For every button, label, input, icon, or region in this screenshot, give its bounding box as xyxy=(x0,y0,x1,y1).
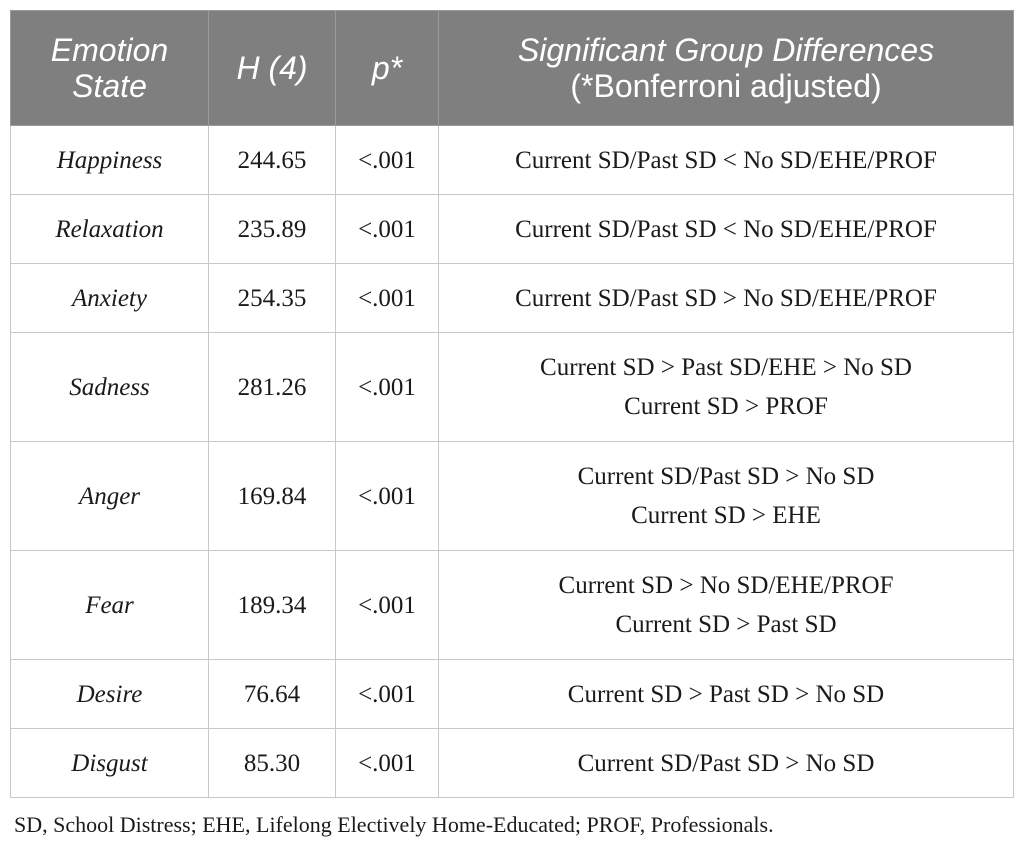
diff-cell: Current SD/Past SD < No SD/EHE/PROF xyxy=(438,125,1014,195)
results-table-container: Emotion State H (4) p* Significant Group… xyxy=(10,10,1014,798)
table-row: Happiness 244.65 <.001 Current SD/Past S… xyxy=(10,125,1014,195)
diff-line: Current SD/Past SD > No SD xyxy=(577,463,875,490)
results-table: Emotion State H (4) p* Significant Group… xyxy=(10,10,1014,798)
p-cell: <.001 xyxy=(335,125,439,195)
table-row: Fear 189.34 <.001 Current SD > No SD/EHE… xyxy=(10,550,1014,660)
p-cell: <.001 xyxy=(335,194,439,264)
table-row: Relaxation 235.89 <.001 Current SD/Past … xyxy=(10,194,1014,264)
h-cell: 76.64 xyxy=(208,659,336,729)
diff-line: Current SD > Past SD > No SD xyxy=(567,680,885,708)
h-cell: 85.30 xyxy=(208,728,336,798)
emotion-cell: Relaxation xyxy=(10,194,209,264)
emotion-cell: Fear xyxy=(10,550,209,660)
h-cell: 281.26 xyxy=(208,332,336,442)
h-cell: 189.34 xyxy=(208,550,336,660)
diff-line: Current SD/Past SD < No SD/EHE/PROF xyxy=(515,215,937,243)
h-cell: 169.84 xyxy=(208,441,336,551)
p-cell: <.001 xyxy=(335,332,439,442)
diff-line: Current SD > Past SD xyxy=(615,611,837,638)
diff-cell: Current SD/Past SD > No SD Current SD > … xyxy=(438,441,1014,551)
p-cell: <.001 xyxy=(335,441,439,551)
emotion-cell: Desire xyxy=(10,659,209,729)
header-significant-differences: Significant Group Differences (*Bonferro… xyxy=(438,10,1014,126)
table-row: Desire 76.64 <.001 Current SD > Past SD … xyxy=(10,659,1014,729)
diff-cell: Current SD > Past SD/EHE > No SD Current… xyxy=(438,332,1014,442)
header-sig-line2: (*Bonferroni adjusted) xyxy=(570,68,882,104)
diff-cell: Current SD/Past SD > No SD xyxy=(438,728,1014,798)
diff-line: Current SD/Past SD > No SD xyxy=(577,749,875,777)
p-cell: <.001 xyxy=(335,550,439,660)
emotion-cell: Anger xyxy=(10,441,209,551)
diff-line: Current SD > PROF xyxy=(624,393,828,420)
diff-cell: Current SD/Past SD < No SD/EHE/PROF xyxy=(438,194,1014,264)
diff-cell: Current SD > No SD/EHE/PROF Current SD >… xyxy=(438,550,1014,660)
h-cell: 254.35 xyxy=(208,263,336,333)
header-row: Emotion State H (4) p* Significant Group… xyxy=(10,10,1014,126)
table-row: Sadness 281.26 <.001 Current SD > Past S… xyxy=(10,332,1014,442)
emotion-cell: Anxiety xyxy=(10,263,209,333)
emotion-cell: Sadness xyxy=(10,332,209,442)
table-row: Disgust 85.30 <.001 Current SD/Past SD >… xyxy=(10,728,1014,798)
emotion-cell: Happiness xyxy=(10,125,209,195)
table-row: Anxiety 254.35 <.001 Current SD/Past SD … xyxy=(10,263,1014,333)
diff-cell: Current SD > Past SD > No SD xyxy=(438,659,1014,729)
header-h-statistic: H (4) xyxy=(208,10,336,126)
h-cell: 244.65 xyxy=(208,125,336,195)
p-cell: <.001 xyxy=(335,728,439,798)
h-cell: 235.89 xyxy=(208,194,336,264)
diff-cell: Current SD/Past SD > No SD/EHE/PROF xyxy=(438,263,1014,333)
diff-line: Current SD > Past SD/EHE > No SD xyxy=(540,354,912,381)
header-sig-line1: Significant Group Differences xyxy=(517,32,935,68)
diff-line: Current SD/Past SD < No SD/EHE/PROF xyxy=(515,146,937,174)
header-p-value: p* xyxy=(335,10,439,126)
emotion-cell: Disgust xyxy=(10,728,209,798)
table-footnote: SD, School Distress; EHE, Lifelong Elect… xyxy=(14,812,774,837)
diff-line: Current SD/Past SD > No SD/EHE/PROF xyxy=(515,284,937,312)
header-emotion-state: Emotion State xyxy=(10,10,209,126)
diff-line: Current SD > EHE xyxy=(631,502,821,529)
p-cell: <.001 xyxy=(335,659,439,729)
table-row: Anger 169.84 <.001 Current SD/Past SD > … xyxy=(10,441,1014,551)
p-cell: <.001 xyxy=(335,263,439,333)
diff-line: Current SD > No SD/EHE/PROF xyxy=(558,572,894,599)
